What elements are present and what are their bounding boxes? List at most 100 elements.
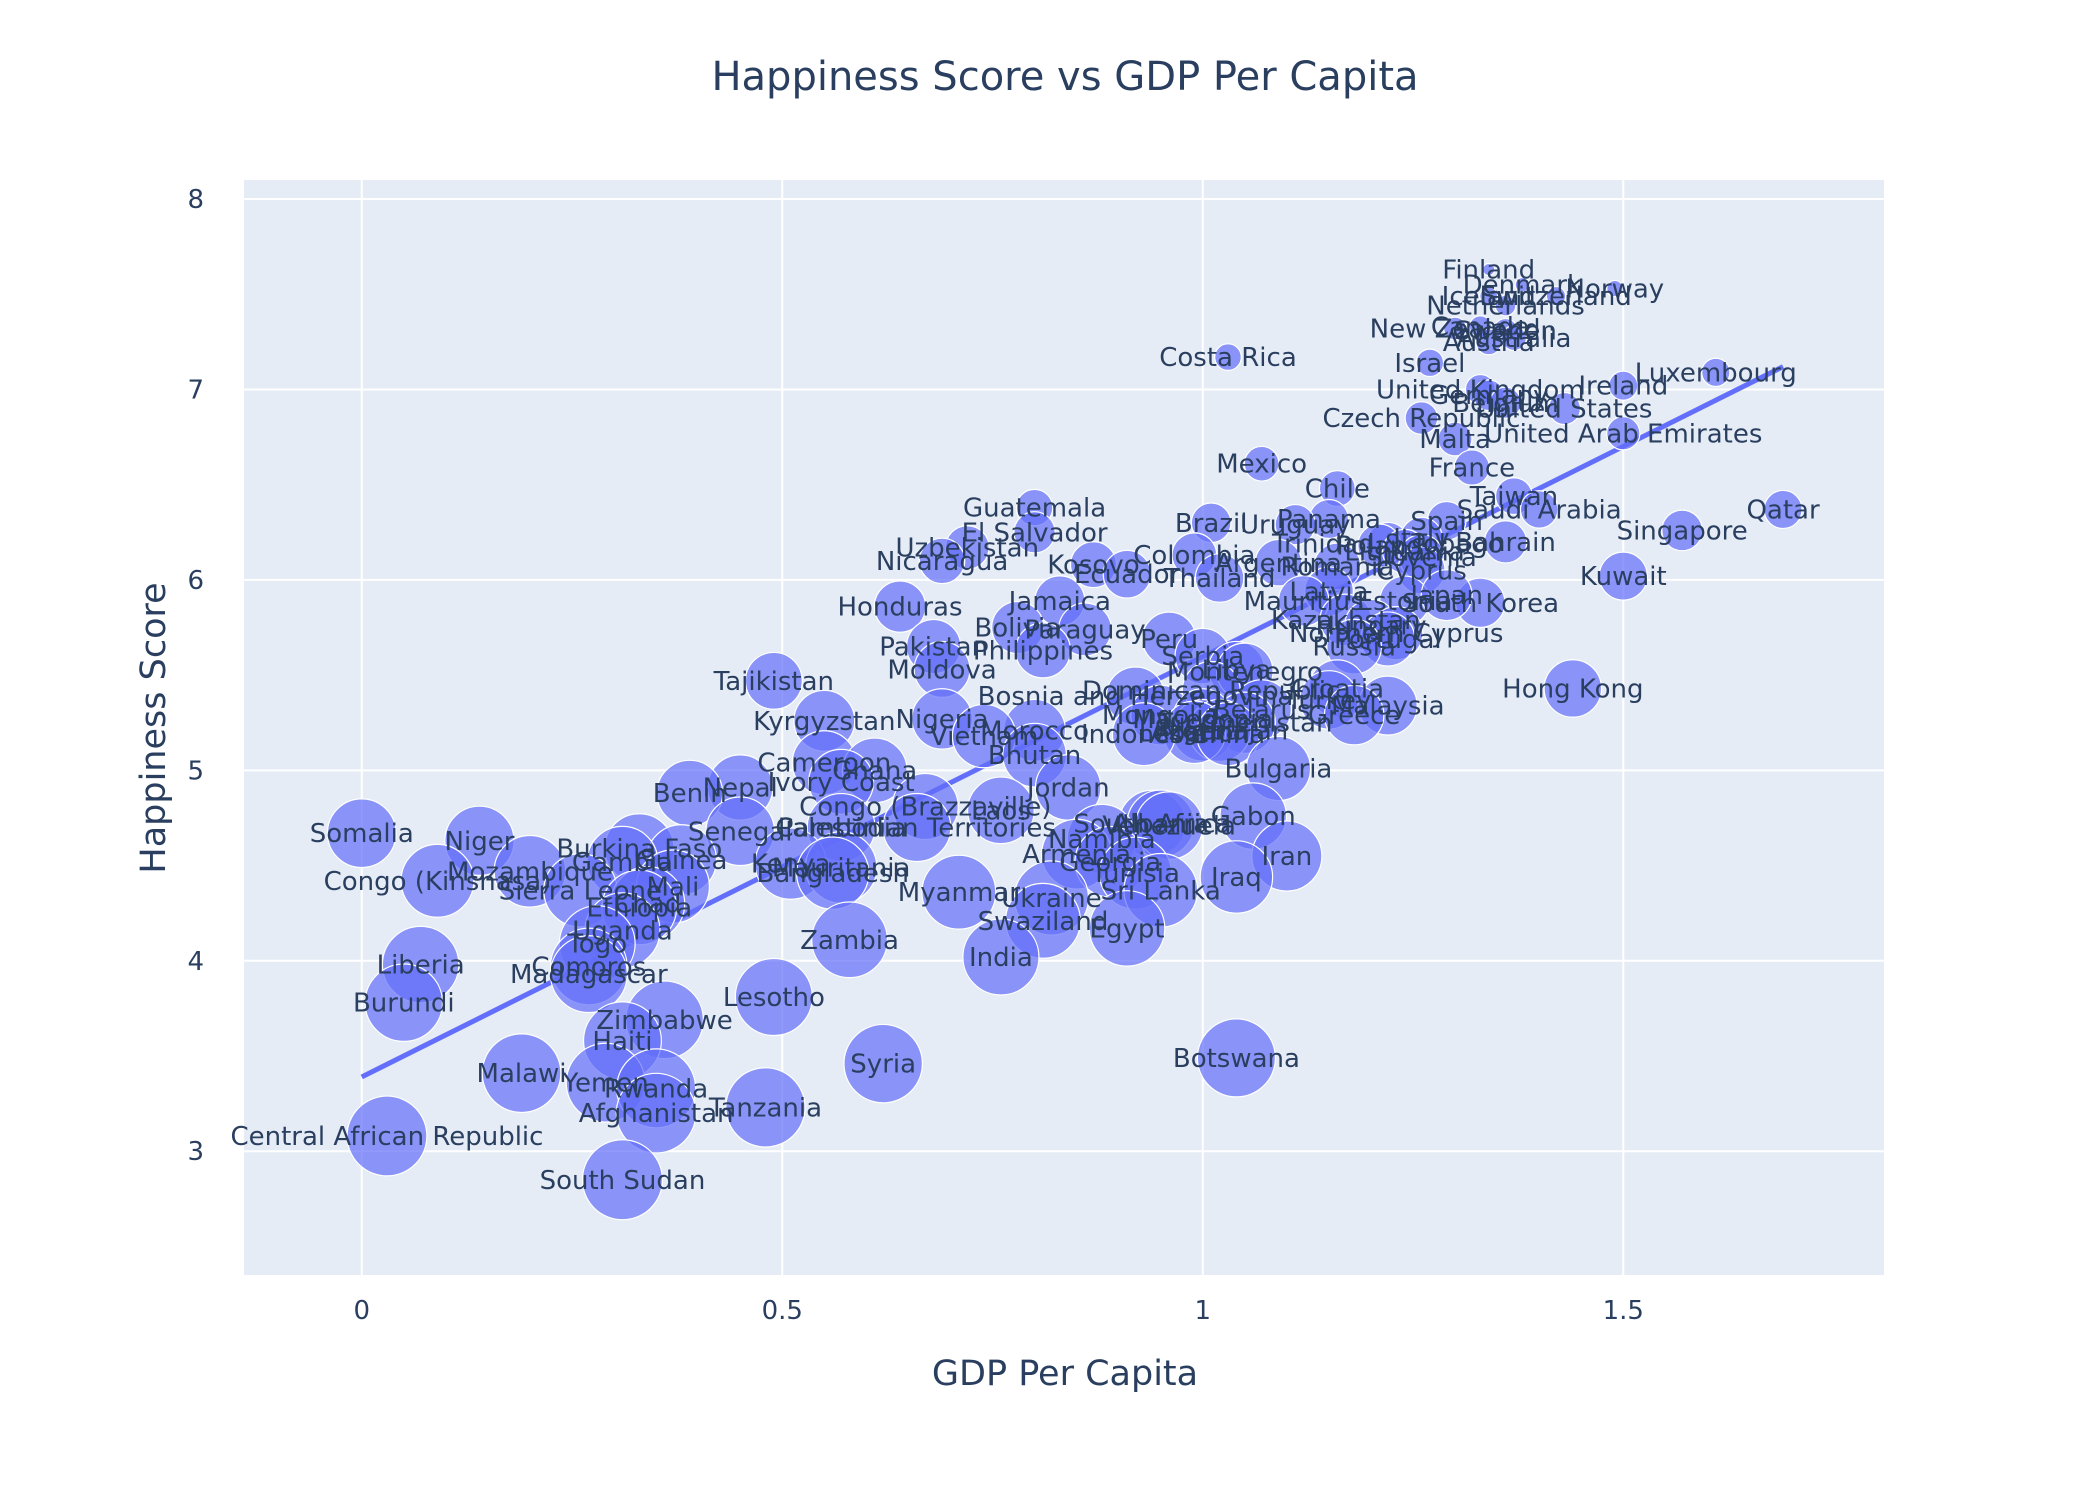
data-point <box>481 1033 562 1114</box>
data-label: Palestinian Territories <box>778 813 1056 843</box>
data-label: Burkina Faso <box>556 834 722 864</box>
data-label: Somalia <box>310 819 414 849</box>
data-label: El Salvador <box>962 518 1108 548</box>
x-axis-title: GDP Per Capita <box>932 1354 1198 1394</box>
data-label: Ireland <box>1578 372 1668 402</box>
data-point <box>962 918 1040 996</box>
data-label: Costa Rica <box>1159 343 1297 373</box>
data-label: Indonesia <box>1081 720 1207 750</box>
data-point <box>400 843 475 918</box>
data-label: Kuwait <box>1580 562 1667 592</box>
data-label: Northern Cyprus <box>1289 619 1503 649</box>
data-label: Central African Republic <box>230 1122 543 1152</box>
x-tick-label: 0.5 <box>762 1296 803 1326</box>
data-label: Bangladesh <box>756 859 908 889</box>
data-point <box>1606 416 1641 451</box>
data-point <box>734 957 813 1037</box>
data-label: Madagascar <box>510 960 668 990</box>
tick-labels-layer: 0 0.5 1 1.5 3 4 5 6 7 8 <box>187 185 1644 1326</box>
data-point <box>1214 343 1242 372</box>
data-label: Sri Lanka <box>1101 876 1221 906</box>
x-tick-label: 0 <box>353 1296 370 1326</box>
data-point <box>1102 549 1152 599</box>
data-label: Algeria <box>1157 716 1248 746</box>
y-axis-title: Happiness Score <box>134 582 174 873</box>
data-label: Pakistan <box>879 633 988 663</box>
data-label: Malawi <box>477 1059 567 1089</box>
data-label: Namibia <box>1048 825 1156 855</box>
data-label: Germany <box>1429 381 1549 411</box>
data-label: Kazakhstan <box>1271 606 1421 636</box>
data-label: Panama <box>1277 505 1381 535</box>
data-label: Zimbabwe <box>596 1006 733 1036</box>
y-tick-label: 7 <box>187 375 204 405</box>
data-label: Hungary <box>1315 612 1426 642</box>
data-label: Haiti <box>592 1027 652 1057</box>
data-point <box>1543 659 1603 718</box>
data-label: Azerbaijan <box>1151 716 1288 746</box>
data-label: Lithuania <box>1344 537 1464 567</box>
data-label: Uganda <box>572 916 672 946</box>
data-label: Macedonia <box>1132 705 1273 735</box>
data-label: Malta <box>1419 425 1491 455</box>
data-label: Romania <box>1280 553 1394 583</box>
data-label: Paraguay <box>1024 615 1145 645</box>
data-point <box>1088 890 1166 967</box>
data-point <box>1453 449 1491 486</box>
data-label: Montenegro <box>1167 657 1323 687</box>
data-label: Thailand <box>1163 564 1276 594</box>
data-label: Swaziland <box>978 907 1109 937</box>
data-label: Nicaragua <box>876 547 1008 577</box>
data-point <box>1415 348 1445 378</box>
data-point <box>967 776 1035 845</box>
data-label: Hong Kong <box>1502 674 1643 704</box>
data-label: Senegal <box>688 817 793 847</box>
data-point <box>1254 538 1303 587</box>
data-label: United Kingdom <box>1376 375 1585 405</box>
data-label: Taiwan <box>1469 482 1558 512</box>
data-label: Zambia <box>800 926 899 956</box>
data-label: Iraq <box>1211 863 1262 893</box>
data-label: Laos <box>971 796 1031 826</box>
data-point <box>918 537 966 585</box>
data-label: Nepal <box>703 773 778 803</box>
data-point <box>1545 285 1567 307</box>
data-label: Latvia <box>1289 577 1368 607</box>
data-label: Moldova <box>887 655 996 685</box>
data-point <box>873 580 927 633</box>
data-point <box>615 1072 697 1154</box>
data-point <box>1437 421 1473 457</box>
data-point <box>1482 262 1496 277</box>
y-tick-label: 6 <box>187 566 204 596</box>
data-label: France <box>1429 454 1515 484</box>
data-label: Cyprus <box>1376 556 1467 586</box>
data-point <box>1489 386 1522 420</box>
chart-title: Happiness Score vs GDP Per Capita <box>711 54 1418 100</box>
data-point <box>1199 840 1274 914</box>
data-label: Sweden <box>1454 316 1557 346</box>
data-label: Iran <box>1261 842 1312 872</box>
data-point <box>1547 391 1582 426</box>
data-label: Tanzania <box>708 1093 822 1123</box>
data-point <box>1479 286 1499 306</box>
data-label: Trinidad & Tobago <box>1271 530 1504 560</box>
data-label: Italy <box>1393 524 1449 554</box>
data-label: Chile <box>1305 475 1370 505</box>
data-label: Canada <box>1431 313 1530 343</box>
data-label: Libya <box>1202 655 1272 685</box>
data-point <box>843 1023 923 1104</box>
data-label: South Korea <box>1402 589 1560 619</box>
data-point <box>1323 684 1385 746</box>
data-label: Malaysia <box>1331 692 1445 722</box>
data-label: Japan <box>1408 581 1483 611</box>
data-label: China <box>1191 720 1265 750</box>
data-label: Dominican Republic <box>1082 676 1340 706</box>
data-label: Saudi Arabia <box>1457 495 1622 525</box>
data-point <box>326 798 397 869</box>
data-label: Qatar <box>1746 495 1820 525</box>
data-label: Belarus <box>1213 695 1311 725</box>
data-label: Luxembourg <box>1635 358 1797 388</box>
data-label: Syria <box>850 1050 916 1080</box>
data-label: Ivory Coast <box>768 768 915 798</box>
data-label: Lebanon <box>1139 718 1250 748</box>
